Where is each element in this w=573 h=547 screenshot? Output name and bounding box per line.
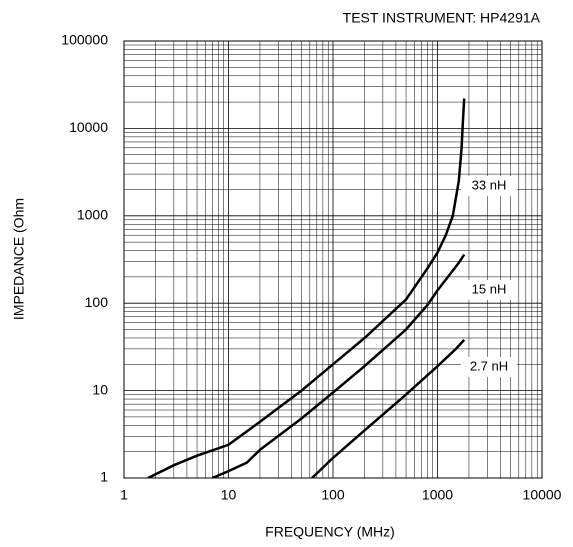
y-tick-label: 100 <box>85 294 109 310</box>
y-tick-label: 100000 <box>61 32 108 48</box>
legend-box <box>461 176 517 196</box>
x-axis-label: FREQUENCY (MHz) <box>265 524 395 540</box>
x-tick-label: 1000 <box>422 487 453 503</box>
x-tick-label: 100 <box>321 487 345 503</box>
y-tick-label: 10000 <box>69 119 108 135</box>
x-tick-label: 10 <box>221 487 237 503</box>
legend-box <box>461 357 517 377</box>
line-series <box>311 339 466 478</box>
y-axis-label: IMPEDANCE (Ohm <box>11 198 27 320</box>
y-tick-label: 10 <box>92 381 108 397</box>
line-series <box>147 98 466 478</box>
series-label: 33 nH <box>472 177 507 192</box>
plot-frame <box>123 40 543 479</box>
legend-box <box>461 280 517 300</box>
series-label: 15 nH <box>472 281 507 296</box>
line-series <box>211 253 466 478</box>
chart-title: TEST INSTRUMENT: HP4291A <box>343 10 541 26</box>
x-tick-label: 10000 <box>523 487 562 503</box>
y-tick-label: 1000 <box>77 207 108 223</box>
x-tick-label: 1 <box>120 487 128 503</box>
y-tick-label: 1 <box>100 469 108 485</box>
series-label: 2.7 nH <box>470 358 508 373</box>
